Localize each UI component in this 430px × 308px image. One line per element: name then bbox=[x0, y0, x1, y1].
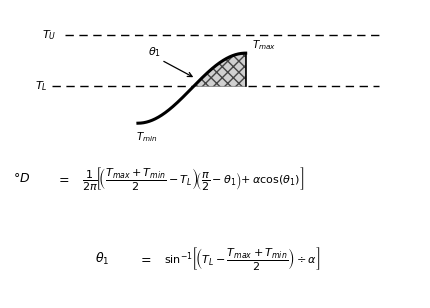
Text: $T_{min}$: $T_{min}$ bbox=[135, 130, 157, 144]
Text: $T_U$: $T_U$ bbox=[42, 29, 56, 42]
Text: $\sin^{-1}\!\left[\!\left(T_L-\dfrac{T_{max}+T_{min}}{2}\right)\div\alpha\right]: $\sin^{-1}\!\left[\!\left(T_L-\dfrac{T_{… bbox=[163, 245, 319, 272]
Text: $=$: $=$ bbox=[138, 252, 151, 265]
Text: $\dfrac{1}{2\pi}\!\left[\!\left(\dfrac{T_{max}+T_{min}}{2}-T_L\right)\!\left(\df: $\dfrac{1}{2\pi}\!\left[\!\left(\dfrac{T… bbox=[82, 165, 304, 192]
Text: $\theta_1$: $\theta_1$ bbox=[148, 45, 161, 59]
Text: $=$: $=$ bbox=[56, 172, 70, 185]
Text: $\degree D$: $\degree D$ bbox=[13, 172, 30, 185]
Text: $\theta_1$: $\theta_1$ bbox=[95, 251, 109, 267]
Polygon shape bbox=[193, 53, 245, 86]
Text: $T_L$: $T_L$ bbox=[35, 79, 47, 93]
Text: $T_{max}$: $T_{max}$ bbox=[252, 38, 276, 51]
